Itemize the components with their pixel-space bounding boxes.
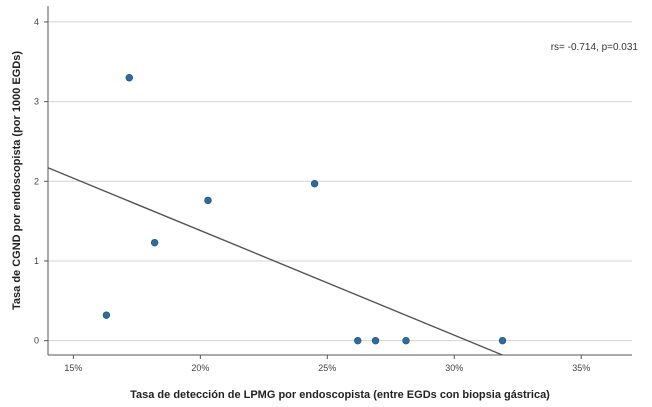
y-tick-label-3: 3 — [34, 97, 39, 107]
x-tick-label-20: 20% — [191, 363, 209, 373]
x-tick-label-30: 30% — [445, 363, 463, 373]
data-point-1 — [103, 312, 110, 319]
data-point-6 — [354, 337, 361, 344]
x-axis-title: Tasa de detección de LPMG por endoscopis… — [130, 389, 550, 401]
y-tick-label-2: 2 — [34, 176, 39, 186]
x-tick-label-25: 25% — [318, 363, 336, 373]
x-tick-label-35: 35% — [572, 363, 590, 373]
data-point-2 — [126, 74, 133, 81]
y-tick-label-4: 4 — [34, 17, 39, 27]
data-point-5 — [311, 180, 318, 187]
data-point-3 — [151, 239, 158, 246]
y-axis-title: Tasa de CGND por endoscopista (por 1000 … — [11, 51, 23, 310]
data-point-8 — [403, 337, 410, 344]
data-point-4 — [205, 197, 212, 204]
y-tick-label-1: 1 — [34, 256, 39, 266]
correlation-annotation: rs= -0.714, p=0.031 — [551, 42, 639, 53]
x-tick-label-15: 15% — [64, 363, 82, 373]
data-point-7 — [372, 337, 379, 344]
y-tick-label-0: 0 — [34, 336, 39, 346]
data-point-9 — [499, 337, 506, 344]
